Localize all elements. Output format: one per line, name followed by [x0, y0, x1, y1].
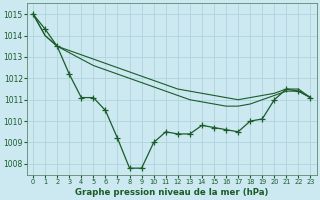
X-axis label: Graphe pression niveau de la mer (hPa): Graphe pression niveau de la mer (hPa) — [75, 188, 268, 197]
